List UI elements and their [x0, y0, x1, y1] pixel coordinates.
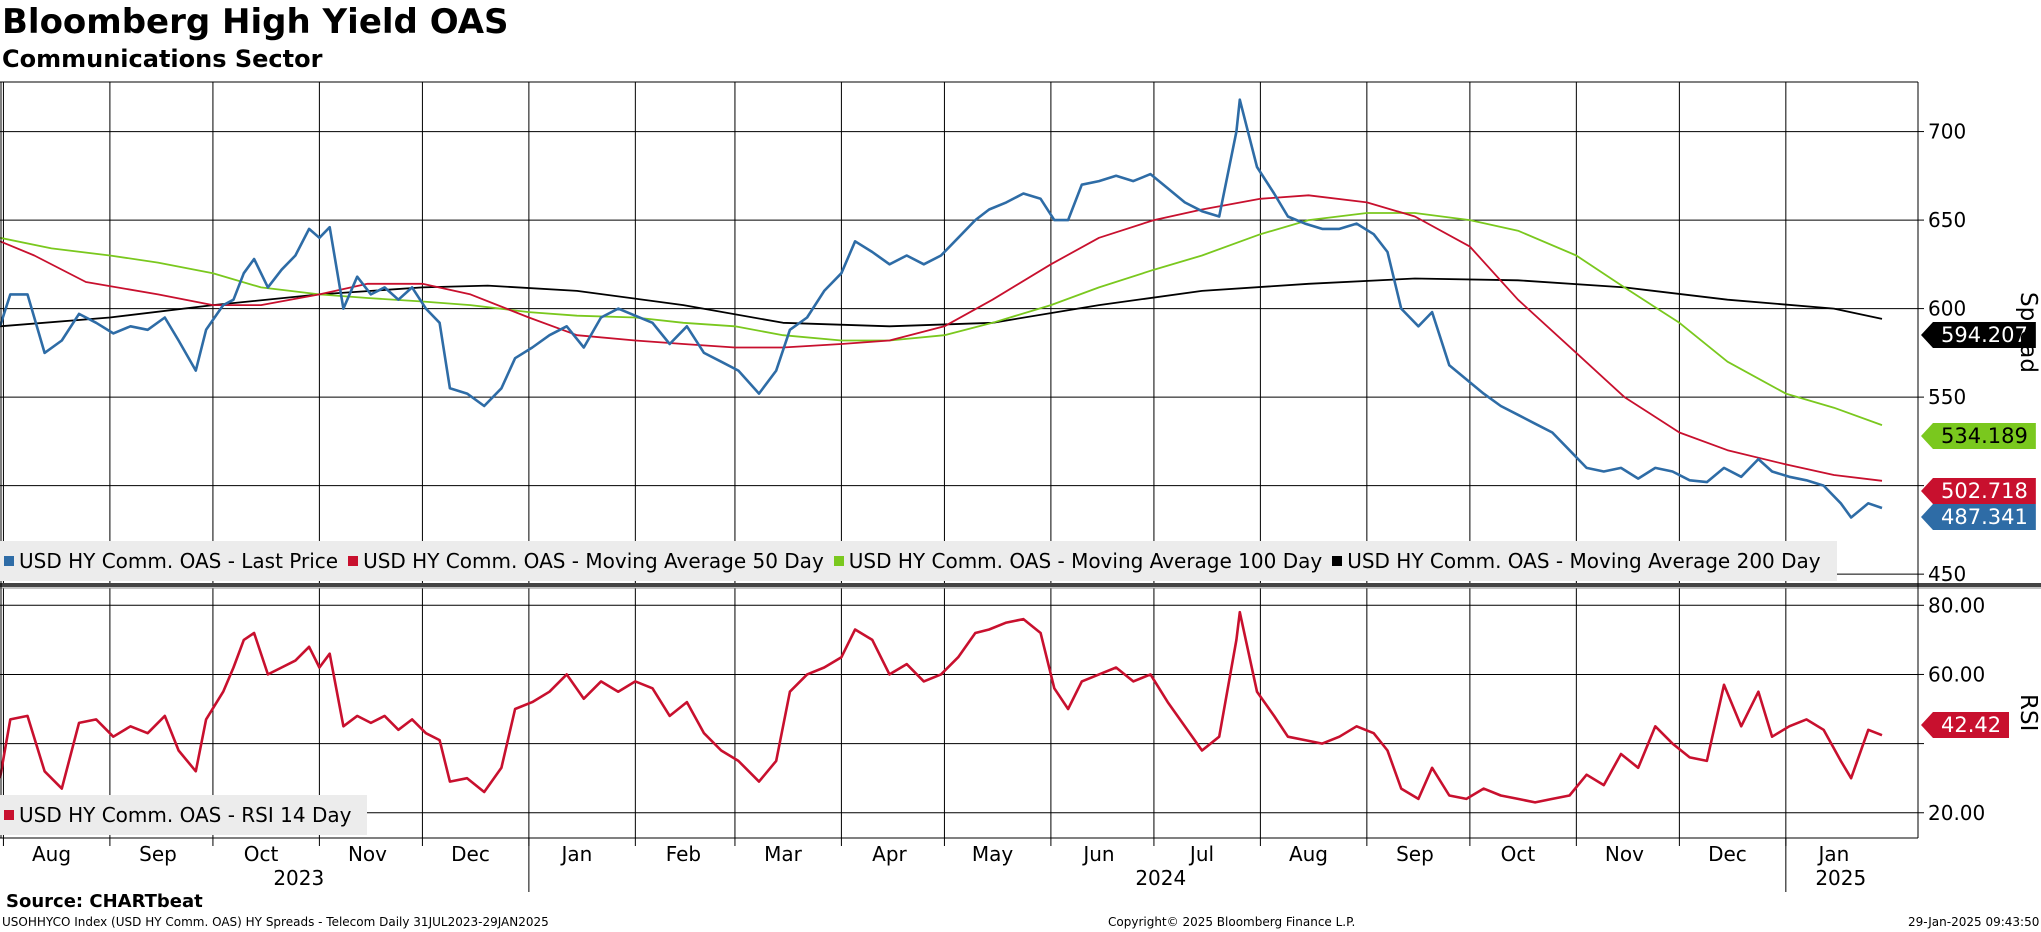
legend-label: USD HY Comm. OAS - Last Price: [19, 549, 339, 573]
x-tick-label-year: 2024: [1135, 866, 1186, 890]
legend-item-ma200: USD HY Comm. OAS - Moving Average 200 Da…: [1332, 549, 1821, 573]
legend-swatch: [4, 810, 14, 820]
y-tick-label: 20.00: [1928, 801, 1985, 825]
x-tick-label-month: Nov: [348, 842, 387, 866]
last-value-tag-ma100: 534.189: [1921, 423, 2036, 449]
last-value-tag-rsi: 42.42: [1921, 712, 2010, 738]
x-tick-label-month: Jan: [1816, 842, 1849, 866]
copyright: Copyright© 2025 Bloomberg Finance L.P.: [1108, 915, 1356, 929]
series-line-ma200: [0, 277, 1883, 328]
legend-item-rsi: USD HY Comm. OAS - RSI 14 Day: [4, 803, 351, 827]
legend-item-last-price: USD HY Comm. OAS - Last Price: [4, 549, 338, 573]
x-tick-label-month: Aug: [1289, 842, 1328, 866]
x-tick-label-year: 2025: [1815, 866, 1866, 890]
x-tick-label-month: Jun: [1081, 842, 1114, 866]
chart-subtitle: Communications Sector: [2, 45, 323, 73]
x-tick-label-month: Aug: [32, 842, 71, 866]
y-tick-label: 700: [1928, 120, 1966, 144]
legend-swatch: [833, 556, 844, 566]
y-tick-label: 60.00: [1928, 662, 1985, 686]
x-tick-label-month: Dec: [451, 842, 490, 866]
legend-main: USD HY Comm. OAS - Last Price USD HY Com…: [0, 541, 1837, 581]
legend-item-ma100: USD HY Comm. OAS - Moving Average 100 Da…: [833, 549, 1323, 573]
series-line-ma50: [0, 194, 1883, 482]
legend-label: USD HY Comm. OAS - Moving Average 200 Da…: [1347, 549, 1821, 573]
x-tick-label-month: May: [972, 842, 1014, 866]
x-tick-label-month: Dec: [1708, 842, 1747, 866]
x-tick-label-month: Jul: [1188, 842, 1214, 866]
series-line-last: [0, 98, 1883, 519]
x-tick-label-month: Mar: [764, 842, 803, 866]
y-axis-label-spread: Spread: [2015, 292, 2041, 373]
legend-item-ma50: USD HY Comm. OAS - Moving Average 50 Day: [348, 549, 824, 573]
y-tick-label: 80.00: [1928, 593, 1985, 617]
x-tick-label-month: Feb: [666, 842, 701, 866]
x-tick-label-month: Apr: [872, 842, 907, 866]
legend-label: USD HY Comm. OAS - Moving Average 100 Da…: [848, 549, 1323, 573]
y-tick-label: 550: [1928, 385, 1966, 409]
series-line-ma100: [0, 212, 1883, 426]
x-tick-label-year: 2023: [273, 866, 324, 890]
x-tick-label-month: Nov: [1605, 842, 1644, 866]
x-tick-label-month: Sep: [139, 842, 177, 866]
y-axis-label-rsi: RSI: [2015, 694, 2041, 732]
last-value-tag-last-price: 487.341: [1921, 504, 2036, 530]
legend-label: USD HY Comm. OAS - Moving Average 50 Day: [363, 549, 824, 573]
legend-label: USD HY Comm. OAS - RSI 14 Day: [19, 803, 352, 827]
last-value-tag-ma50: 502.718: [1921, 478, 2036, 504]
timestamp: 29-Jan-2025 09:43:50: [1908, 915, 2040, 929]
legend-swatch: [348, 556, 359, 566]
x-tick-label-month: Oct: [244, 842, 279, 866]
x-tick-label-month: Jan: [560, 842, 593, 866]
source-note: Source: CHARTbeat: [6, 891, 203, 912]
x-tick-label-month: Sep: [1396, 842, 1434, 866]
x-tick-label-month: Oct: [1501, 842, 1536, 866]
series-line-rsi: [0, 610, 1883, 804]
y-tick-label: 600: [1928, 297, 1966, 321]
y-tick-label: 450: [1928, 562, 1966, 586]
legend-rsi: USD HY Comm. OAS - RSI 14 Day: [0, 795, 368, 835]
y-tick-label: 650: [1928, 208, 1966, 232]
legend-swatch: [4, 556, 14, 566]
index-info: USOHHYCO Index (USD HY Comm. OAS) HY Spr…: [2, 915, 549, 929]
chart-title: Bloomberg High Yield OAS: [2, 2, 509, 42]
legend-swatch: [1332, 556, 1343, 566]
last-value-tag-ma200: 594.207: [1921, 322, 2036, 348]
